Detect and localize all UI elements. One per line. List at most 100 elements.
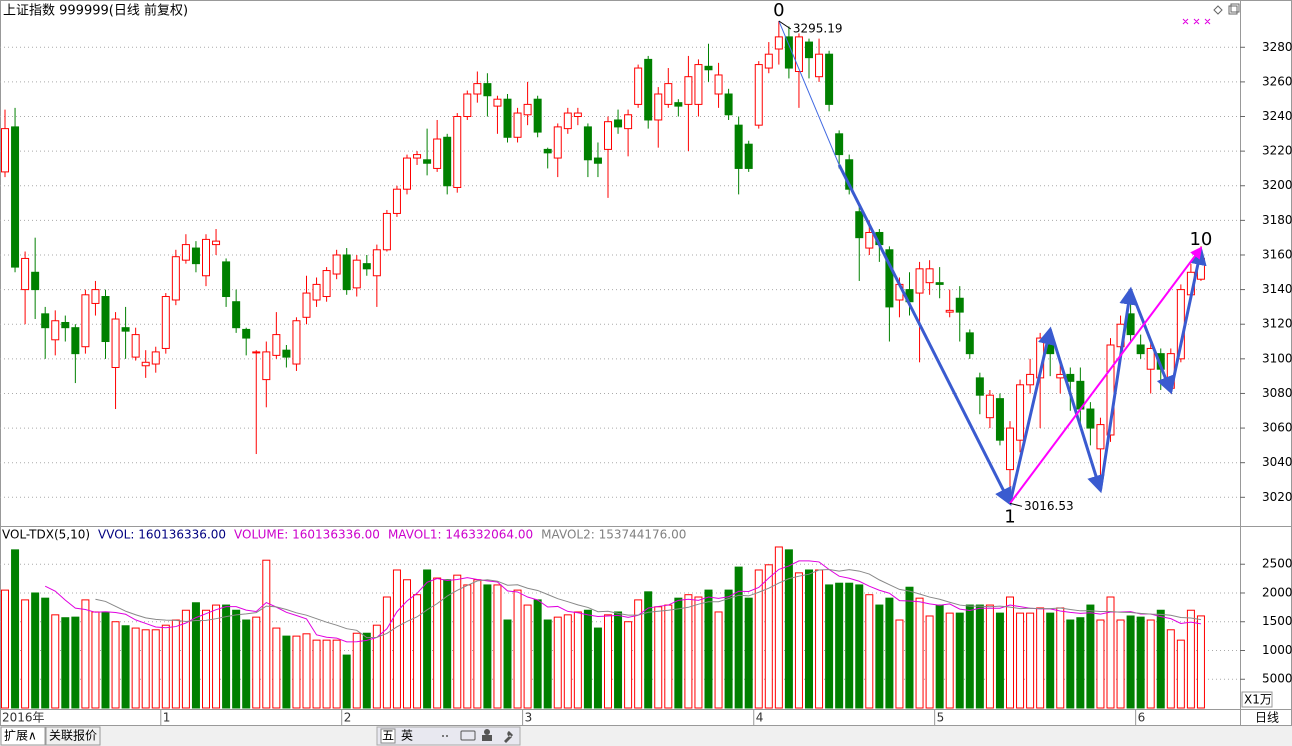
volume-bar: [794, 572, 803, 709]
volume-bar: [121, 625, 130, 709]
volume-bar: [784, 549, 793, 709]
candle-body: [955, 297, 964, 313]
volume-bar: [1116, 619, 1125, 709]
price-leader: [778, 20, 792, 30]
candle-body: [965, 332, 974, 355]
volume-bar: [282, 635, 291, 709]
candle-body: [1086, 408, 1095, 429]
volume-bar: [1016, 612, 1025, 709]
y-tick-label: 5000: [1262, 672, 1292, 686]
ma-line: [95, 568, 1202, 639]
candle-body: [614, 119, 623, 128]
volume-bar: [51, 614, 60, 709]
volume-bar: [1066, 619, 1075, 709]
tab-label[interactable]: 扩展∧: [4, 729, 37, 743]
x-tick-label: 4: [756, 711, 764, 725]
toolbar-icons[interactable]: [422, 729, 513, 743]
candle-body: [151, 351, 160, 365]
volume-bar: [614, 611, 623, 709]
volume-bar: [915, 597, 924, 709]
wave-line: [778, 20, 840, 166]
volume-bar: [1046, 612, 1055, 709]
volume-bar: [563, 614, 572, 709]
volume-bar: [624, 621, 633, 709]
y-tick-label: 3180: [1262, 213, 1292, 227]
candle-body: [995, 398, 1004, 441]
candle-body: [91, 289, 100, 304]
volume-bar: [423, 569, 432, 709]
legend-entry: VOLUME: 160136336.00: [234, 528, 380, 542]
candle-body: [1136, 344, 1145, 355]
wave-line: [1008, 326, 1056, 504]
candle-body: [453, 116, 462, 188]
volume-bar: [965, 604, 974, 709]
y-tick-label: 3120: [1262, 317, 1292, 331]
candle-body: [794, 36, 803, 73]
volume-bar: [634, 599, 643, 709]
volume-bar: [895, 619, 904, 709]
candle-body: [352, 259, 361, 289]
candle-body: [392, 188, 401, 214]
candle-body: [845, 159, 854, 190]
candle-body: [61, 321, 70, 329]
tab-label[interactable]: 关联报价: [49, 728, 97, 743]
volume-bar: [714, 611, 723, 709]
volume-bar: [1076, 617, 1085, 709]
unit-note: X1万: [1244, 693, 1272, 707]
volume-bar: [1126, 615, 1135, 709]
candle-body: [483, 83, 492, 97]
candle-body: [252, 351, 261, 354]
ma-line: [44, 560, 1202, 643]
candle-body: [111, 318, 120, 368]
volume-bar: [523, 604, 532, 709]
x-tick-label: 1: [163, 711, 171, 725]
toolbar-button[interactable]: [380, 728, 396, 744]
candle-body: [533, 98, 542, 133]
candle-body: [754, 64, 763, 126]
legend-entry: MAVOL2: 153744176.00: [541, 528, 686, 542]
candle-body: [825, 53, 834, 105]
wave-line: [1009, 246, 1203, 504]
candle-body: [1106, 344, 1115, 436]
volume-bar: [774, 546, 783, 709]
volume-bar: [664, 604, 673, 709]
volume-bar: [1056, 607, 1065, 709]
y-tick-label: 3260: [1262, 74, 1292, 88]
candle-body: [593, 157, 602, 164]
candle-body: [191, 247, 200, 265]
candle-body: [262, 351, 271, 381]
volume-bar: [1196, 615, 1205, 709]
toolbar-label[interactable]: 五: [382, 729, 394, 743]
tab[interactable]: [0, 726, 46, 746]
candle-body: [784, 36, 793, 69]
volume-bar: [352, 632, 361, 709]
candle-body: [543, 148, 552, 154]
candle-body: [473, 83, 482, 95]
candle-body: [764, 53, 773, 69]
volume-bar: [533, 599, 542, 709]
candle-body: [855, 211, 864, 239]
tab[interactable]: [45, 726, 101, 746]
candle-body: [563, 112, 572, 130]
candle-body: [503, 98, 512, 138]
candle-body: [362, 263, 371, 270]
volume-bar: [21, 599, 30, 709]
candle-body: [865, 231, 874, 249]
wave-label: 10: [1189, 229, 1212, 250]
wave-line: [1098, 286, 1138, 491]
volume-bar: [955, 612, 964, 709]
unit-box: [1241, 691, 1273, 708]
toolbar-label[interactable]: 英: [401, 729, 413, 743]
volume-bar: [362, 632, 371, 709]
legend-entry: VOL-TDX(5,10): [2, 528, 90, 542]
x-tick-label: 3: [525, 711, 533, 725]
candle-body: [171, 256, 180, 301]
wave-line: [1129, 289, 1174, 395]
volume-bar: [644, 591, 653, 709]
candle-body: [925, 268, 934, 284]
candle-body: [513, 112, 522, 138]
y-tick-label: 15000: [1262, 614, 1292, 628]
volume-bar: [292, 635, 301, 709]
volume-bar: [885, 597, 894, 709]
y-tick-label: 3040: [1262, 455, 1292, 469]
